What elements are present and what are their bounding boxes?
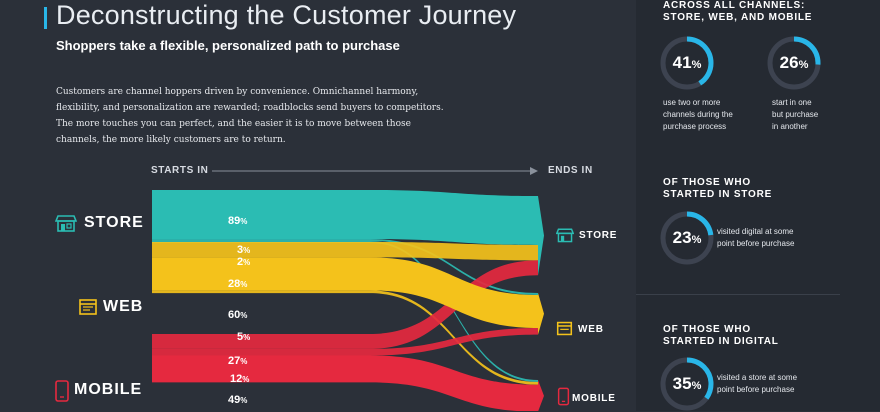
page-subtitle: Shoppers take a flexible, personalized p…	[56, 38, 400, 53]
desc-line: visited digital at some	[717, 227, 794, 236]
desc-line: use two or more	[663, 98, 721, 107]
flow-label-store-store: 89%	[228, 215, 248, 227]
smartphone-icon	[557, 387, 570, 406]
desc-line: in another	[772, 122, 808, 131]
destination-label-mobile: MOBILE	[572, 393, 616, 404]
destination-arrow-mobile	[538, 380, 544, 411]
stat-value-26: 26%	[779, 53, 809, 72]
source-label-mobile: MOBILE	[74, 381, 143, 398]
stat-ring-26	[767, 36, 821, 90]
smartphone-icon	[55, 380, 69, 402]
section-title-line: ACROSS ALL CHANNELS:	[663, 0, 806, 11]
destination-arrow-store	[538, 196, 544, 276]
ring-progress-arc	[660, 36, 714, 90]
section-title-started-in-store: OF THOSE WHO STARTED IN STORE	[663, 177, 772, 201]
section-title-line: OF THOSE WHO	[663, 324, 751, 335]
ends-in-label: ENDS IN	[548, 165, 593, 176]
flow-band-web-to-web	[152, 257, 538, 328]
section-title-all-channels: ACROSS ALL CHANNELS: STORE, WEB, AND MOB…	[663, 0, 812, 24]
section-title-line: STARTED IN STORE	[663, 189, 773, 200]
intro-paragraph: Customers are channel hoppers driven by …	[56, 87, 444, 145]
stat-value-35: 35%	[672, 374, 702, 393]
section-title-line: STARTED IN DIGITAL	[663, 336, 779, 347]
starts-in-label: STARTS IN	[151, 165, 209, 176]
ring-progress-arc	[660, 211, 714, 265]
storefront-icon	[556, 228, 574, 243]
desc-line: point before purchase	[717, 239, 795, 248]
flow-label-mobile-store: 27%	[228, 355, 248, 367]
desc-line: purchase process	[663, 122, 727, 131]
flow-band-web-to-mobile	[152, 290, 538, 385]
stat-value-23: 23%	[672, 228, 702, 247]
section-title-line: STORE, WEB, AND MOBILE	[663, 12, 813, 23]
stat-desc-23: visited digital at some point before pur…	[717, 226, 794, 250]
desc-line: start in one	[772, 98, 812, 107]
stat-desc-35: visited a store at some point before pur…	[717, 372, 797, 396]
desc-line: visited a store at some	[717, 373, 798, 382]
flow-band-store-to-web	[152, 238, 538, 295]
stat-value-41: 41%	[672, 53, 702, 72]
sidebar-divider	[636, 294, 840, 295]
stat-ring-41	[660, 36, 714, 90]
flow-band-store-to-store	[152, 190, 538, 245]
ring-progress-arc	[660, 357, 714, 411]
browser-window-icon	[79, 299, 97, 315]
title-accent-bar	[44, 7, 47, 29]
sidebar-panel	[636, 0, 880, 411]
flow-label-store-mobile: 2%	[237, 256, 251, 268]
stat-ring-23	[660, 211, 714, 265]
source-label-store: STORE	[84, 214, 144, 231]
flow-band-mobile-to-mobile	[152, 355, 538, 411]
ring-progress-arc	[767, 36, 821, 90]
section-title-started-in-digital: OF THOSE WHO STARTED IN DIGITAL	[663, 324, 779, 348]
flow-band-mobile-to-web	[152, 328, 538, 356]
flow-label-mobile-web: 12%	[230, 373, 250, 385]
destination-label-web: WEB	[578, 324, 604, 335]
desc-line: point before purchase	[717, 385, 795, 394]
stat-desc-41: use two or more channels during the purc…	[663, 97, 733, 133]
source-label-web: WEB	[103, 298, 144, 315]
stat-ring-35	[660, 357, 714, 411]
stat-desc-26: start in one but purchase in another	[772, 97, 818, 133]
flow-label-store-web: 3%	[237, 244, 251, 256]
flow-arrow-head	[530, 167, 538, 175]
flow-band-store-to-mobile	[152, 240, 538, 382]
browser-window-icon	[556, 321, 573, 336]
journey-flow-diagram	[152, 167, 544, 411]
desc-line: channels during the	[663, 110, 733, 119]
flow-label-web-web: 60%	[228, 309, 248, 321]
flow-band-web-to-store	[152, 242, 538, 261]
page-title: Deconstructing the Customer Journey	[56, 0, 517, 30]
storefront-icon	[55, 215, 77, 232]
destination-label-store: STORE	[579, 230, 618, 241]
destination-arrow-web	[538, 293, 544, 335]
flow-label-mobile-mobile: 49%	[228, 394, 248, 406]
flow-label-web-store: 28%	[228, 278, 248, 290]
desc-line: but purchase	[772, 110, 819, 119]
section-title-line: OF THOSE WHO	[663, 177, 751, 188]
flow-label-web-mobile: 5%	[237, 331, 251, 343]
